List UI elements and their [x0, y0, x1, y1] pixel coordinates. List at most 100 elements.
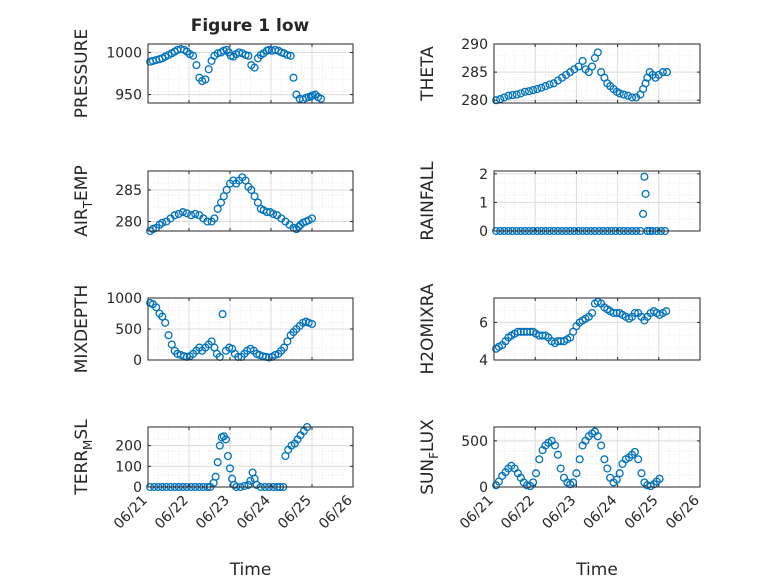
data-point	[662, 68, 672, 77]
y-tick-label: 500	[461, 434, 488, 450]
data-point	[529, 86, 538, 95]
data-point	[550, 441, 560, 450]
axes-box	[147, 170, 354, 232]
data-point	[637, 469, 646, 478]
data-point	[623, 91, 632, 100]
data-point	[201, 75, 210, 84]
data-point	[210, 214, 219, 223]
data-point	[535, 455, 544, 464]
data-point	[641, 79, 650, 88]
data-point	[252, 480, 261, 489]
series-points	[492, 427, 664, 491]
data-point	[641, 189, 650, 198]
subplot-pressure: 950 1000 PRESSURE	[72, 29, 354, 118]
data-point	[187, 211, 196, 220]
data-point	[634, 455, 643, 464]
data-point	[597, 441, 606, 450]
data-point	[158, 218, 167, 227]
data-point	[164, 331, 173, 340]
y-axis-label: THETA	[418, 46, 438, 102]
y-tick-label: 4	[479, 353, 488, 369]
data-point	[508, 91, 517, 100]
y-axis-label-text: SUN	[418, 459, 438, 495]
data-point	[662, 307, 671, 316]
data-point	[504, 91, 513, 100]
data-point	[533, 84, 542, 94]
data-point	[247, 185, 256, 194]
data-point	[316, 94, 326, 103]
data-point	[537, 83, 546, 92]
y-axis-label-subscript: M	[81, 440, 95, 450]
data-point	[516, 89, 525, 98]
data-point	[221, 435, 230, 444]
subplot-rainfall: 0 1 2 RAINFALL	[418, 161, 701, 241]
y-tick-label: 280	[461, 93, 488, 109]
data-point	[522, 327, 532, 336]
data-point	[603, 464, 612, 473]
data-point	[553, 337, 562, 346]
data-point	[269, 209, 278, 218]
data-point	[612, 475, 621, 484]
data-point	[588, 308, 597, 318]
data-point	[615, 89, 624, 98]
data-point	[574, 62, 583, 71]
data-point	[161, 318, 170, 327]
data-point	[219, 192, 228, 201]
data-point	[640, 172, 649, 181]
y-axis-label-subscript: F	[427, 452, 441, 459]
y-tick-label: 0	[479, 480, 488, 496]
data-point	[569, 478, 578, 487]
y-tick-label: 1000	[106, 45, 142, 61]
x-axis-label: Time	[575, 560, 618, 580]
data-point	[218, 310, 227, 319]
data-point	[246, 476, 255, 485]
data-point	[545, 80, 554, 89]
data-point	[630, 447, 639, 456]
data-point	[234, 48, 244, 57]
axes-box	[493, 426, 701, 488]
data-point	[541, 82, 550, 91]
y-axis-label-text: TERR	[72, 450, 92, 496]
data-point	[222, 185, 231, 194]
axes-box	[493, 297, 701, 361]
subplot-air-temp: 280 285 AIRTEMP	[72, 165, 354, 237]
y-tick-label: 290	[461, 37, 488, 53]
data-point	[240, 481, 249, 491]
data-point	[283, 337, 292, 346]
data-point	[588, 62, 597, 71]
data-point	[215, 441, 224, 450]
subplot-h2omixra: 4 6 H2OMIXRA	[418, 283, 701, 375]
figure-title: Figure 1 low	[191, 16, 310, 36]
data-point	[213, 204, 222, 213]
data-point	[250, 192, 259, 201]
y-tick-label: 100	[115, 459, 142, 475]
y-tick-label: 2	[479, 167, 488, 183]
y-tick-label: 1	[479, 195, 488, 211]
data-point	[619, 90, 628, 99]
y-tick-label: 280	[115, 215, 142, 231]
axes-box	[147, 426, 354, 488]
y-tick-label: 200	[115, 439, 142, 455]
data-point	[492, 96, 501, 105]
data-point	[553, 450, 562, 459]
data-point	[223, 451, 232, 461]
data-point	[655, 474, 664, 483]
data-point	[630, 308, 639, 318]
y-tick-label: 0	[479, 224, 488, 240]
data-point	[575, 455, 584, 464]
data-point	[307, 214, 317, 223]
data-point	[211, 472, 220, 481]
data-point	[283, 50, 292, 60]
y-tick-label: 6	[479, 315, 488, 331]
data-point	[289, 73, 298, 82]
data-point	[520, 87, 529, 96]
data-point	[572, 469, 581, 478]
data-point	[531, 469, 541, 478]
data-point	[578, 56, 587, 65]
data-point	[152, 303, 161, 312]
y-tick-label: 285	[115, 183, 142, 199]
data-point	[225, 464, 235, 473]
series-points	[146, 298, 317, 362]
